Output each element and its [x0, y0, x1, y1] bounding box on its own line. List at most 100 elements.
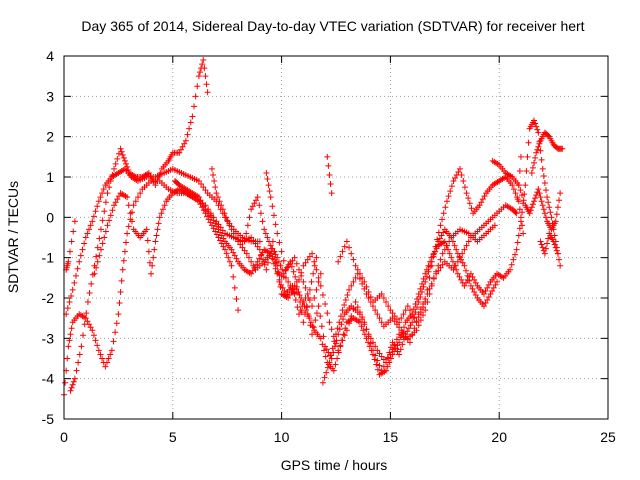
data-point — [384, 363, 391, 370]
data-point — [80, 332, 87, 339]
data-point — [532, 120, 539, 127]
data-point — [102, 363, 109, 370]
data-point — [311, 262, 318, 269]
data-point — [307, 319, 314, 326]
data-point — [404, 336, 411, 343]
data-point — [325, 162, 332, 169]
data-point — [208, 222, 215, 229]
data-point — [465, 195, 472, 202]
data-point — [222, 214, 229, 221]
data-point — [115, 193, 122, 200]
data-point — [512, 190, 519, 197]
data-point — [243, 250, 250, 257]
data-point — [515, 232, 522, 239]
data-point — [303, 307, 310, 314]
data-point — [402, 333, 409, 340]
data-point — [177, 146, 184, 153]
data-point — [361, 331, 368, 338]
data-point — [464, 276, 471, 283]
data-point — [367, 299, 374, 306]
data-point — [376, 362, 383, 369]
data-point — [195, 194, 202, 201]
data-point — [539, 202, 546, 209]
data-point — [385, 303, 392, 310]
data-point — [324, 153, 331, 160]
data-point — [448, 183, 455, 190]
data-point — [248, 206, 255, 213]
data-point — [300, 278, 307, 285]
y-tick-label: 3 — [46, 88, 54, 104]
data-point — [344, 291, 351, 298]
data-point — [253, 261, 260, 268]
data-point — [215, 234, 222, 241]
data-point — [458, 171, 465, 178]
data-point — [366, 343, 373, 350]
data-point — [356, 275, 363, 282]
data-point — [197, 69, 203, 76]
grid-lines — [64, 56, 608, 419]
data-point — [235, 238, 242, 245]
data-point — [291, 282, 298, 289]
data-point — [291, 290, 298, 297]
data-point — [67, 387, 74, 394]
data-point — [210, 171, 217, 178]
data-point — [533, 149, 540, 156]
data-point — [456, 273, 463, 280]
data-point — [467, 282, 474, 289]
data-point — [220, 235, 227, 242]
data-point — [305, 295, 312, 301]
data-point — [269, 245, 276, 252]
data-point — [208, 214, 215, 221]
data-point — [389, 315, 396, 322]
data-point — [354, 304, 361, 311]
data-point — [106, 184, 113, 191]
data-point — [81, 240, 88, 247]
data-point — [213, 190, 220, 197]
data-point — [420, 283, 427, 290]
data-point — [360, 327, 367, 334]
data-point — [199, 61, 206, 68]
data-point — [322, 353, 329, 360]
data-point — [374, 366, 381, 373]
data-point — [341, 332, 348, 339]
data-point — [97, 226, 104, 233]
data-point — [78, 343, 85, 350]
data-point — [89, 327, 96, 334]
data-point — [235, 307, 242, 314]
data-point — [191, 103, 198, 110]
data-point — [510, 186, 517, 193]
data-point — [217, 206, 224, 213]
data-point — [337, 343, 344, 350]
data-point — [293, 278, 300, 285]
data-point — [420, 275, 427, 282]
data-point — [94, 244, 101, 251]
data-point — [111, 202, 118, 209]
data-point — [422, 307, 429, 314]
data-point — [161, 202, 168, 209]
data-point — [73, 367, 80, 374]
data-point — [369, 303, 376, 310]
data-point — [66, 337, 73, 344]
data-point — [82, 315, 89, 322]
data-point — [453, 246, 460, 253]
data-point — [427, 258, 434, 265]
data-point — [246, 214, 253, 221]
data-point — [84, 299, 91, 306]
data-point — [94, 258, 101, 265]
data-point — [233, 255, 240, 262]
data-point — [100, 186, 107, 193]
data-point — [319, 291, 326, 298]
data-point — [463, 242, 470, 249]
data-point — [348, 282, 355, 289]
data-point — [480, 303, 487, 310]
data-point — [94, 203, 101, 210]
data-point — [134, 194, 141, 201]
data-point — [68, 292, 75, 299]
data-point — [383, 367, 390, 374]
data-point — [334, 355, 341, 362]
data-point — [516, 206, 523, 213]
data-point — [386, 359, 393, 366]
data-point — [261, 226, 268, 233]
data-point — [210, 217, 217, 224]
data-point — [519, 192, 526, 199]
